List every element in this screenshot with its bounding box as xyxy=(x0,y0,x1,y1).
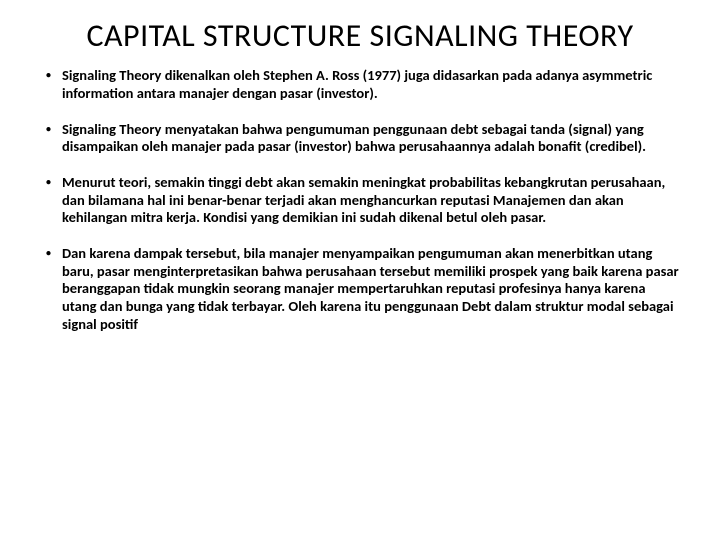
bullet-list: Signaling Theory dikenalkan oleh Stephen… xyxy=(40,67,680,333)
bullet-item: Signaling Theory dikenalkan oleh Stephen… xyxy=(40,67,680,102)
bullet-item: Signaling Theory menyatakan bahwa pengum… xyxy=(40,121,680,156)
bullet-item: Menurut teori, semakin tinggi debt akan … xyxy=(40,174,680,227)
bullet-item: Dan karena dampak tersebut, bila manajer… xyxy=(40,245,680,333)
slide-title: CAPITAL STRUCTURE SIGNALING THEORY xyxy=(40,18,680,53)
